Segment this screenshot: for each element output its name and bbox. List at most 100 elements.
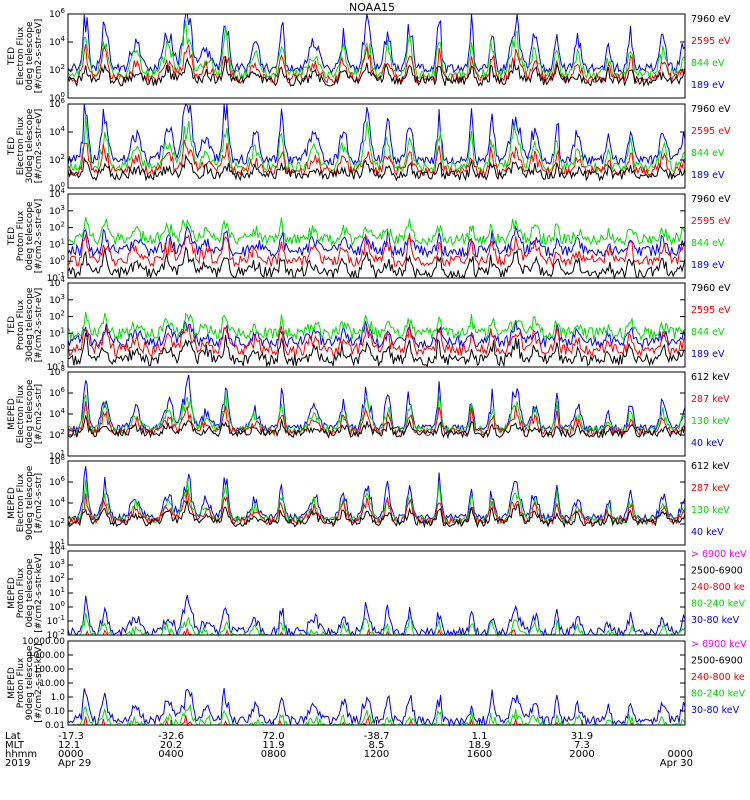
y-tick-exponent: 8 [61, 454, 65, 462]
panel-frame [67, 640, 686, 726]
x-tick-label-mlt: 11.9 [262, 740, 284, 751]
x-tick-label-mlt: 7.3 [574, 740, 590, 751]
x-tick-label-hhmm: 0400 [158, 749, 183, 760]
y-axis-label-line: 0deg telescope [25, 558, 35, 628]
legend-entry: 80-240 keV [691, 689, 746, 700]
legend-entry: 7960 eV [691, 194, 731, 205]
series-line-287-kev [67, 489, 686, 527]
series-line-189-ev [67, 319, 686, 350]
y-tick-exponent: 4 [61, 187, 66, 195]
series-line-2595-ev [67, 139, 686, 178]
panel-frame [67, 282, 686, 368]
y-tick-label: 1000.00 [28, 651, 65, 661]
y-tick-exponent: 3 [61, 558, 65, 566]
x-tick-label-lat: -17.3 [58, 731, 84, 742]
y-axis-label-line: TED [7, 137, 17, 156]
y-tick-exponent: 2 [61, 310, 65, 318]
y-tick-label: 100.00 [34, 665, 66, 675]
x-axis-row-label: MLT [5, 740, 25, 751]
y-axis-label-line: Electron Flux [16, 26, 26, 85]
y-tick-exponent: 4 [61, 125, 66, 133]
y-tick-exponent: 8 [61, 365, 65, 373]
y-tick-label: 103 [49, 558, 65, 571]
x-tick-label-lat: 1.1 [472, 731, 488, 742]
legend-entry: 40 keV [691, 438, 724, 449]
legend-entry: 189 eV [691, 349, 725, 360]
y-axis-label-line: TED [7, 47, 17, 66]
panel-frame [67, 550, 686, 636]
series-line-7960-ev [67, 153, 686, 182]
y-axis-label-line: Proton Flux [16, 567, 26, 618]
y-tick-exponent: 1 [61, 449, 65, 457]
x-tick-label-hhmm: 2000 [569, 749, 594, 760]
legend-entry: 2500-6900 [691, 566, 743, 577]
panel-frame [67, 103, 686, 189]
y-tick-exponent: 4 [61, 496, 66, 504]
y-tick-exponent: 1 [61, 237, 65, 245]
series-line-612-kev [67, 415, 686, 440]
y-tick-exponent: 2 [61, 428, 65, 436]
x-tick-label-hhmm: 0000 [668, 749, 693, 760]
x-tick-label-hhmm: 1600 [467, 749, 492, 760]
series-line-844-ev [67, 217, 686, 247]
legend-entry: 844 eV [691, 327, 725, 338]
y-tick-exponent: 2 [61, 572, 65, 580]
y-tick-label: 1.0 [51, 693, 66, 703]
x-axis-row-label: hhmm [5, 749, 37, 760]
series-line-844-ev [67, 114, 686, 174]
y-tick-exponent: 4 [61, 544, 66, 552]
y-tick-label: 101 [49, 326, 65, 339]
series-line-30-80-kev [67, 594, 686, 637]
legend-entry: 2595 eV [691, 305, 731, 316]
y-axis-label-line: MEPED [7, 667, 17, 699]
y-tick-label: 0.10 [45, 707, 65, 717]
y-axis-label-line: 30deg telescope [25, 108, 35, 183]
x-tick-label-lat: -38.7 [364, 731, 390, 742]
panel-frame [67, 371, 686, 457]
legend-entry: 240-800 ke [691, 672, 745, 683]
y-axis-label-line: [#/cm2-s-str] [34, 473, 44, 533]
y-axis-label-line: [#/cm2-s-str] [34, 384, 44, 444]
legend-entry: 844 eV [691, 238, 725, 249]
y-tick-label: 106 [49, 7, 65, 20]
legend-entry: 130 keV [691, 505, 730, 516]
y-axis-label: MEPEDElectron Flux0deg telescope[#/cm2-s… [7, 379, 44, 449]
y-axis-label-line: [#/cm2-s-str-eV] [34, 199, 44, 274]
y-tick-exponent: 1 [61, 538, 65, 546]
y-tick-exponent: 6 [61, 386, 66, 394]
series-line-189-ev [67, 13, 686, 76]
y-axis-label-line: Electron Flux [16, 116, 26, 175]
y-axis-label-line: [#/cm2-s-str-eV] [34, 19, 44, 94]
panel-meped-proton-90deg: 0.010.101.010.00100.001000.0010000.00MEP… [7, 637, 747, 731]
y-tick-label: 102 [49, 221, 65, 234]
series-line-7960-ev [67, 332, 686, 368]
legend-entry: > 6900 keV [691, 639, 747, 650]
legend-entry: 2595 eV [691, 126, 731, 137]
y-axis-label: TEDElectron Flux0deg telescope[#/cm2-s-s… [7, 19, 44, 94]
series-line-287-kev [67, 401, 686, 438]
y-tick-label: 102 [49, 310, 65, 323]
y-axis-label-line: [#/cm2-s-str-eV] [34, 288, 44, 363]
y-tick-label: 10000.00 [22, 637, 65, 647]
y-tick-label: 104 [49, 407, 65, 420]
series-line-80-240-kev [68, 612, 686, 637]
x-tick-label-mlt: 20.2 [160, 740, 182, 751]
y-axis-label-line: Proton Flux [16, 210, 26, 261]
y-tick-exponent: 3 [61, 204, 65, 212]
y-tick-exponent: 6 [61, 475, 66, 483]
series-line-7960-ev [67, 56, 686, 88]
legend-entry: 612 keV [691, 372, 730, 383]
series-line-130-kev [67, 390, 686, 435]
y-tick-exponent: 2 [61, 517, 65, 525]
series-line-189-ev [67, 225, 686, 259]
panel-frame [67, 193, 686, 279]
y-tick-label: 103 [49, 293, 65, 306]
y-tick-exponent: 2 [61, 153, 65, 161]
y-axis-label-line: 0deg telescope [25, 201, 35, 271]
x-tick-label-hhmm: 0800 [261, 749, 286, 760]
y-axis-label-line: MEPED [7, 577, 17, 609]
